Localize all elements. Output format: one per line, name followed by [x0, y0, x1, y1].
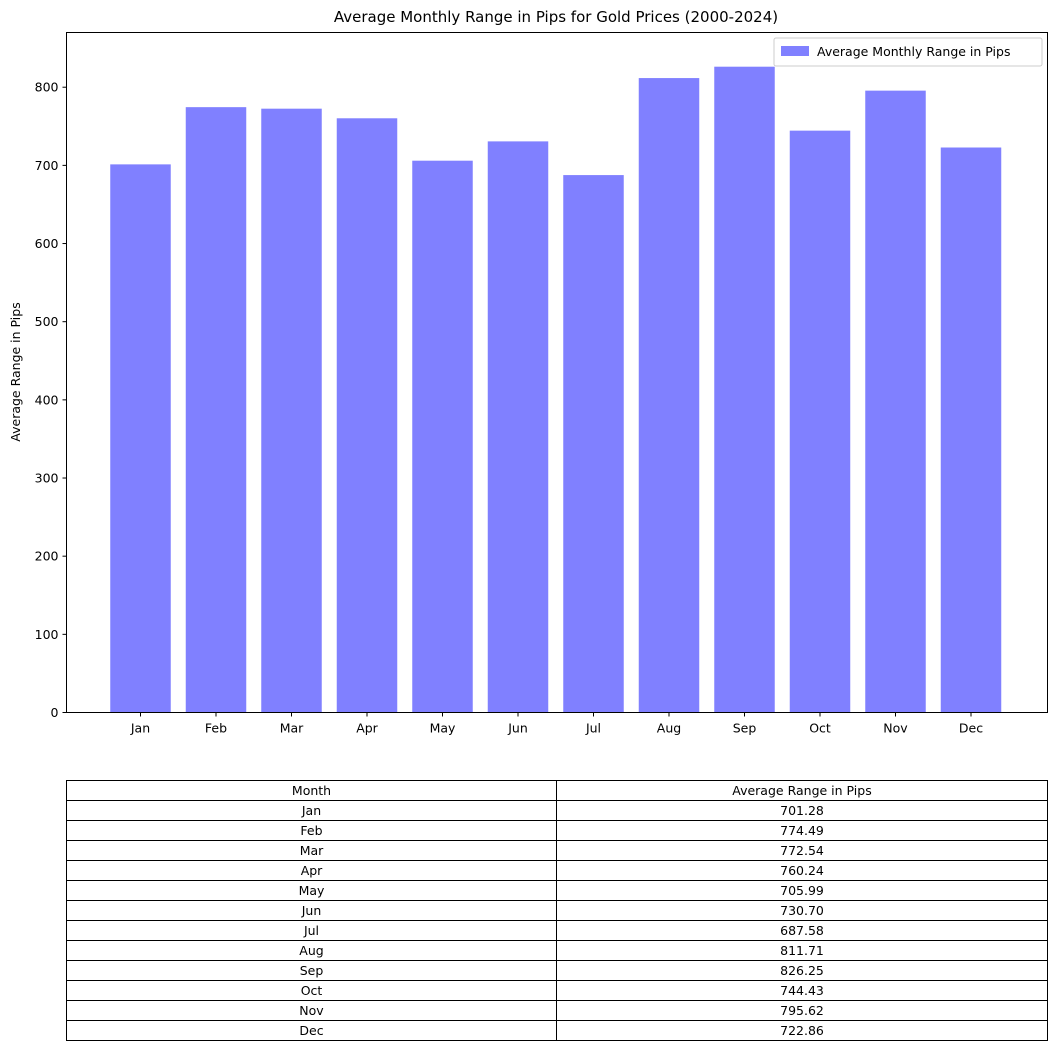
bars [110, 66, 1002, 713]
y-tick-label: 0 [51, 705, 59, 720]
x-tick-label: Jun [507, 721, 528, 736]
y-tick-label: 700 [35, 158, 59, 173]
bar-chart: Average Monthly Range in Pips for Gold P… [8, 8, 1048, 736]
legend: Average Monthly Range in Pips [773, 37, 1043, 67]
table-cell-month: Apr [66, 860, 557, 881]
table-row: Nov 795.62 [66, 1000, 1048, 1021]
table-cell-range: 701.28 [556, 800, 1048, 821]
table-header-range: Average Range in Pips [556, 780, 1048, 801]
table-cell-range: 744.43 [556, 980, 1048, 1001]
x-tick-label: May [430, 721, 456, 736]
chart-title: Average Monthly Range in Pips for Gold P… [334, 8, 778, 26]
table-row: Sep 826.25 [66, 960, 1048, 981]
table-cell-range: 687.58 [556, 920, 1048, 941]
table-row: May 705.99 [66, 880, 1048, 901]
table-cell-range: 730.70 [556, 900, 1048, 921]
table-cell-range: 795.62 [556, 1000, 1048, 1021]
y-tick-label: 300 [35, 471, 59, 486]
plot-frame [66, 32, 1048, 713]
table-cell-month: Oct [66, 980, 557, 1001]
y-tick-label: 800 [35, 80, 59, 95]
bar-mar [261, 108, 322, 713]
table-row: Jun 730.70 [66, 900, 1048, 921]
table-cell-range: 760.24 [556, 860, 1048, 881]
bar-jun [487, 141, 549, 713]
x-tick-label: Feb [205, 721, 227, 736]
legend-swatch [781, 46, 809, 56]
legend-box [773, 37, 1043, 67]
table-cell-range: 811.71 [556, 940, 1048, 961]
bar-aug [638, 78, 700, 713]
bar-jul [563, 175, 624, 713]
table-cell-month: Aug [66, 940, 557, 961]
y-tick-label: 200 [35, 549, 59, 564]
legend-label: Average Monthly Range in Pips [817, 44, 1010, 59]
table-header-row: Month Average Range in Pips [66, 780, 1048, 801]
table-cell-range: 722.86 [556, 1020, 1048, 1041]
table-cell-range: 772.54 [556, 840, 1048, 861]
x-tick-label: Mar [280, 721, 304, 736]
table-cell-month: Mar [66, 840, 557, 861]
x-tick-label: Sep [733, 721, 757, 736]
table-body: Jan 701.28 Feb 774.49 Mar 772.54 Apr 760.24 May 7… [66, 800, 1048, 1041]
data-table: Month Average Range in Pips Jan 701.28 Feb… [66, 780, 1048, 1041]
table-row: Jul 687.58 [66, 920, 1048, 941]
table-cell-month: Jul [66, 920, 557, 941]
bar-sep [714, 66, 775, 713]
table-cell-month: Sep [66, 960, 557, 981]
table-cell-month: May [66, 880, 557, 901]
table-row: Apr 760.24 [66, 860, 1048, 881]
y-axis-label: Average Range in Pips [8, 302, 23, 441]
table-row: Jan 701.28 [66, 800, 1048, 821]
table-row: Aug 811.71 [66, 940, 1048, 961]
x-tick-label: Dec [959, 721, 983, 736]
table-cell-month: Jan [66, 800, 557, 821]
x-tick-label: Jan [130, 721, 150, 736]
table-cell-range: 826.25 [556, 960, 1048, 981]
table-cell-month: Nov [66, 1000, 557, 1021]
table-row: Mar 772.54 [66, 840, 1048, 861]
bar-feb [185, 107, 247, 713]
y-tick-label: 600 [35, 236, 59, 251]
x-tick-label: Nov [883, 721, 908, 736]
x-tick-label: Apr [356, 721, 378, 736]
table-row: Oct 744.43 [66, 980, 1048, 1001]
bar-nov [865, 90, 926, 713]
y-tick-label: 400 [35, 392, 59, 407]
table-cell-range: 774.49 [556, 820, 1048, 841]
bar-apr [336, 118, 398, 713]
bar-may [412, 160, 473, 713]
table-cell-month: Jun [66, 900, 557, 921]
bar-jan [110, 164, 171, 713]
bar-oct [789, 130, 851, 713]
axis-ticks: Jan Feb Mar Apr May Jun Jul Aug Sep Oct Nov Dec 0 100… [35, 80, 984, 736]
table-cell-month: Feb [66, 820, 557, 841]
x-tick-label: Aug [657, 721, 681, 736]
x-tick-label: Jul [585, 721, 601, 736]
table-row: Feb 774.49 [66, 820, 1048, 841]
x-tick-label: Oct [809, 721, 831, 736]
table-row: Dec 722.86 [66, 1020, 1048, 1041]
table-cell-range: 705.99 [556, 880, 1048, 901]
table-header-month: Month [66, 780, 557, 801]
y-tick-label: 100 [35, 627, 59, 642]
y-tick-label: 500 [35, 314, 59, 329]
bar-dec [940, 147, 1002, 713]
table-cell-month: Dec [66, 1020, 557, 1041]
